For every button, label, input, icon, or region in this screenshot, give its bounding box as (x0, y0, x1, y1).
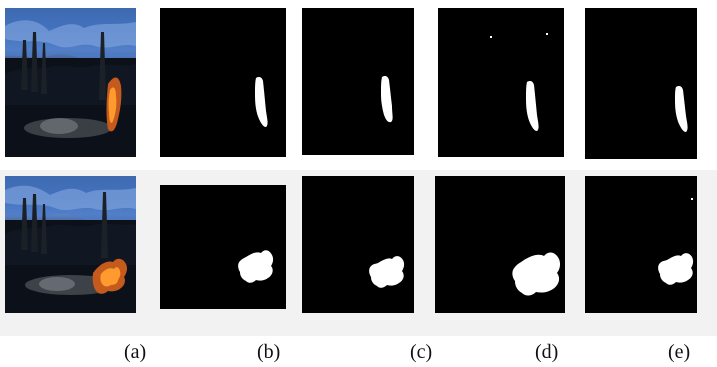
mask-top-e (585, 8, 697, 159)
mask-bottom-b (160, 185, 286, 309)
mask-bottom-e (585, 176, 697, 313)
mask-top-d (438, 8, 564, 157)
label-c: (c) (410, 341, 433, 363)
mask-top-c-shape (381, 76, 393, 123)
label-b: (b) (257, 341, 281, 363)
photo-top (5, 8, 136, 157)
mask-bottom-d-shape (512, 252, 561, 296)
mask-top-e-shape (675, 86, 688, 132)
photo-bottom (5, 176, 136, 313)
mask-bottom-c-shape (369, 256, 405, 288)
label-d: (d) (535, 341, 559, 363)
photo-bottom-image (5, 176, 136, 313)
mask-bottom-b-shape (238, 250, 274, 283)
label-a: (a) (124, 341, 147, 363)
mask-bottom-c (302, 176, 414, 313)
mask-top-b (160, 8, 286, 157)
label-e: (e) (668, 341, 691, 363)
mask-top-b-shape (255, 77, 268, 127)
mask-bottom-d (435, 176, 565, 313)
photo-top-image (5, 8, 136, 157)
mask-bottom-e-shape (658, 198, 694, 285)
mask-top-c (302, 8, 414, 155)
mask-top-d-shape (490, 33, 548, 131)
